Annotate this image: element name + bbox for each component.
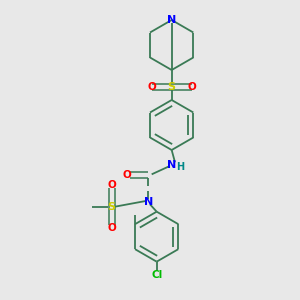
Text: O: O bbox=[147, 82, 156, 92]
Text: O: O bbox=[107, 180, 116, 190]
Text: H: H bbox=[176, 162, 184, 172]
Text: N: N bbox=[167, 15, 176, 25]
Text: N: N bbox=[144, 197, 153, 207]
Text: S: S bbox=[108, 202, 116, 212]
Text: N: N bbox=[167, 160, 176, 170]
Text: Cl: Cl bbox=[151, 270, 162, 280]
Text: O: O bbox=[187, 82, 196, 92]
Text: S: S bbox=[168, 82, 176, 92]
Text: O: O bbox=[107, 223, 116, 233]
Text: O: O bbox=[123, 170, 132, 180]
